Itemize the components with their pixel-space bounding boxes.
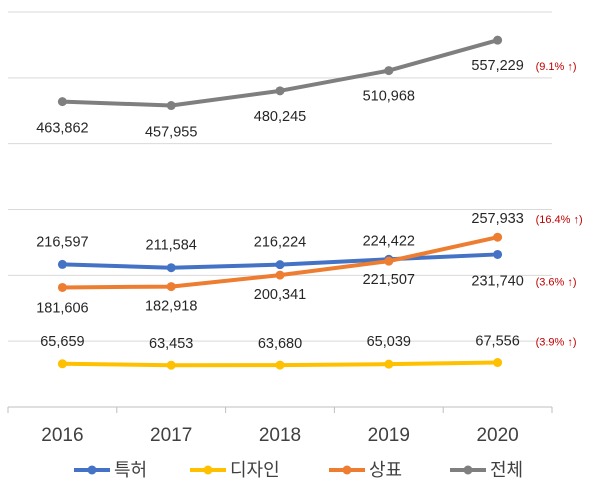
x-tick-label: 2019	[368, 425, 410, 446]
series-line	[60, 38, 500, 108]
legend-marker	[203, 465, 213, 475]
data-point	[493, 232, 503, 242]
data-label: 181,606	[36, 300, 88, 316]
data-point	[275, 270, 285, 280]
data-point	[493, 35, 503, 45]
data-point	[493, 358, 503, 368]
data-label: 65,659	[40, 334, 84, 350]
data-label: 257,933	[471, 211, 523, 227]
data-point	[275, 360, 285, 370]
data-point	[166, 282, 176, 292]
data-point	[166, 263, 176, 273]
growth-annotation: (3.6% ↑)	[536, 276, 577, 288]
data-label: 216,224	[254, 235, 306, 251]
data-point	[384, 359, 394, 369]
legend-marker	[342, 465, 352, 475]
data-point	[384, 256, 394, 266]
data-point	[166, 360, 176, 370]
legend-marker	[463, 465, 473, 475]
legend-label: 전체	[490, 460, 523, 480]
data-label: 63,453	[149, 336, 193, 352]
data-label: 67,556	[475, 334, 519, 350]
data-point	[57, 97, 67, 107]
data-label: 463,862	[36, 121, 88, 137]
series-lines	[57, 35, 503, 370]
growth-annotation: (16.4% ↑)	[536, 214, 583, 226]
data-point	[493, 249, 503, 259]
legend: 특허 디자인 상표 전체	[74, 460, 523, 480]
data-labels: 216,597 211,584 216,224 224,422 231,740 (3.6%…	[36, 58, 582, 352]
data-point	[275, 86, 285, 96]
data-label: 457,955	[145, 125, 197, 141]
data-label: 182,918	[145, 299, 197, 315]
data-label: 480,245	[254, 109, 306, 125]
gridlines	[8, 11, 552, 342]
data-label: 200,341	[254, 287, 306, 303]
data-point	[384, 66, 394, 76]
data-label: 221,507	[363, 272, 415, 288]
data-label: 65,039	[367, 334, 411, 350]
data-label: 63,680	[258, 336, 302, 352]
legend-label: 특허	[114, 460, 147, 480]
legend-label: 상표	[369, 460, 402, 480]
data-label: 510,968	[363, 89, 415, 105]
data-label: 224,422	[363, 233, 415, 249]
data-point	[57, 259, 67, 269]
data-label: 216,597	[36, 234, 88, 250]
data-point	[57, 282, 67, 292]
legend-label: 디자인	[230, 460, 280, 480]
x-tick-label: 2018	[259, 425, 301, 446]
growth-annotation: (9.1% ↑)	[536, 61, 577, 73]
data-label: 557,229	[471, 58, 523, 74]
x-tick-label: 2017	[150, 425, 192, 446]
legend-marker	[87, 465, 97, 475]
data-point	[166, 101, 176, 111]
x-tick-label: 2020	[476, 425, 518, 446]
data-label: 211,584	[146, 238, 197, 254]
data-point	[57, 359, 67, 369]
x-tick-label: 2016	[41, 425, 83, 446]
x-axis: 2016 2017 2018 2019 2020	[7, 406, 553, 446]
growth-annotation: (3.9% ↑)	[536, 337, 577, 349]
data-label: 231,740	[471, 273, 523, 289]
data-point	[275, 260, 285, 270]
